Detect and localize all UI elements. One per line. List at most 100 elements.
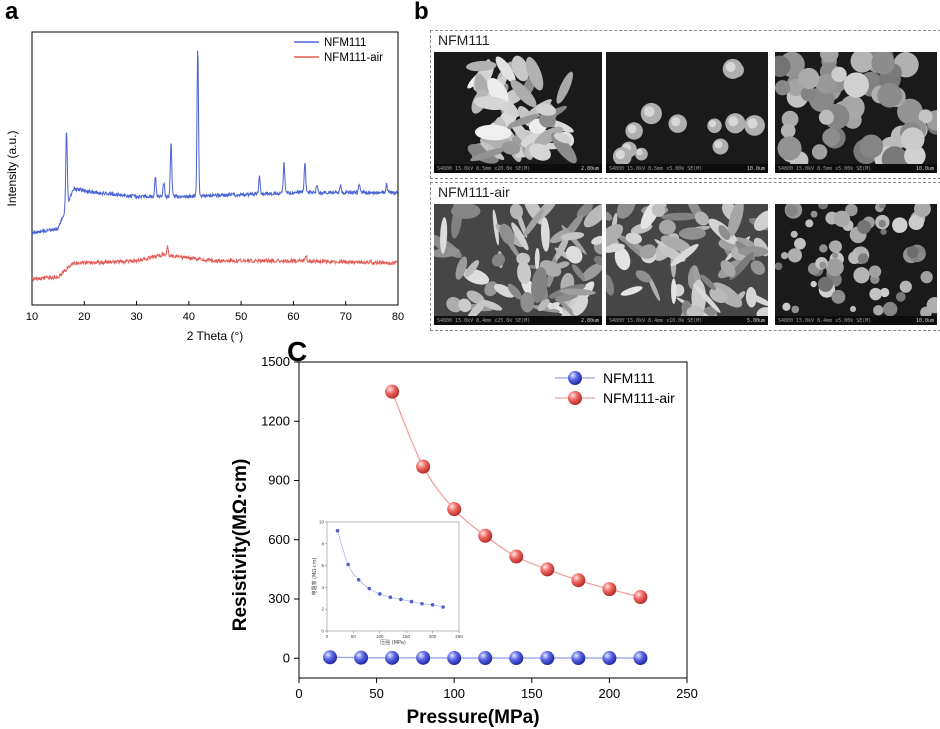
sem-flake xyxy=(499,223,515,245)
inset-point xyxy=(409,599,414,604)
sem-info-bar: S4800 15.0kV 8.4mm x5.00k SE(M) 10.0um xyxy=(775,316,937,325)
sem-particle xyxy=(822,128,841,147)
sem-flake xyxy=(593,255,602,266)
sem-flake xyxy=(647,274,661,302)
sem-flake xyxy=(750,260,766,275)
sem-particle xyxy=(791,305,800,314)
sem-texture xyxy=(434,204,602,325)
sem-particle xyxy=(820,52,839,63)
sem-particle xyxy=(857,219,872,234)
sem-flake xyxy=(531,267,548,303)
inset-y-tick-label: 6 xyxy=(321,563,324,568)
sem-flake xyxy=(458,298,472,313)
sem-group-label: NFM111 xyxy=(436,32,492,48)
sem-particle xyxy=(906,246,919,259)
res-point-NFM111-air xyxy=(571,573,586,588)
inset-x-tick-label: 50 xyxy=(351,634,357,639)
sem-flake xyxy=(559,288,596,296)
res-x-tick-label: 100 xyxy=(443,686,465,701)
inset-point xyxy=(335,528,340,533)
sem-particle xyxy=(818,109,834,125)
sem-particle xyxy=(880,228,887,235)
sem-flake xyxy=(440,217,448,254)
sem-flake xyxy=(718,225,731,240)
res-point-NFM111 xyxy=(478,651,493,666)
sem-info-bar: S4800 15.0kV 8.5mm x5.00k SE(M) 10.0um xyxy=(606,164,768,173)
res-x-tick-label: 150 xyxy=(521,686,543,701)
sem-info-bar: S4800 15.0kV 8.4mm x25.0k SE(M) 2.00um xyxy=(434,316,602,325)
sem-flake xyxy=(671,278,677,304)
sem-particle xyxy=(868,265,882,278)
sem-particle xyxy=(785,204,798,217)
sem-particle-highlight xyxy=(671,117,681,127)
sem-flake xyxy=(620,286,643,296)
sem-scale-text: 10.0um xyxy=(746,166,765,172)
sem-particle-highlight xyxy=(644,106,655,117)
sem-flake xyxy=(555,292,579,302)
panel-letter-c: C xyxy=(287,336,308,367)
res-point-NFM111-air xyxy=(633,590,648,605)
res-y-tick-label: 300 xyxy=(268,591,290,606)
inset-x-tick-label: 250 xyxy=(455,634,463,639)
sem-particle xyxy=(810,210,818,218)
sem-flake xyxy=(720,260,736,278)
sem-flake xyxy=(554,132,572,144)
xrd-legend-label: NFM111 xyxy=(324,37,366,49)
sem-particle xyxy=(857,253,869,264)
sem-flake xyxy=(658,219,676,235)
xrd-x-tick-label: 30 xyxy=(130,311,142,323)
res-y-tick-label: 1500 xyxy=(261,354,290,369)
sem-flake xyxy=(451,204,481,219)
sem-particle xyxy=(900,127,925,152)
sem-particle xyxy=(825,258,844,277)
sem-info-bar: S4800 15.0kV 8.5mm x20.0k SE(M) 2.00um xyxy=(434,164,602,173)
sem-flake xyxy=(535,103,557,116)
sem-particle xyxy=(879,204,886,209)
inset-point xyxy=(378,592,382,596)
sem-particle xyxy=(880,287,890,298)
sem-flake xyxy=(464,260,480,278)
inset-x-tick-label: 100 xyxy=(376,634,384,639)
res-x-axis-title: Pressure(MPa) xyxy=(406,707,539,728)
sem-particle xyxy=(780,251,789,260)
sem-particle xyxy=(926,297,937,314)
sem-flake xyxy=(572,295,589,316)
inset-y-tick-label: 4 xyxy=(321,585,324,590)
res-point-NFM111 xyxy=(571,651,586,666)
sem-meta-text: S4800 15.0kV 8.4mm x25.0k SE(M) xyxy=(437,318,531,324)
sem-flake xyxy=(534,126,564,146)
sem-particle xyxy=(882,301,898,317)
res-point-NFM111 xyxy=(633,651,648,666)
inset-point xyxy=(420,601,424,606)
xrd-x-tick-label: 70 xyxy=(340,311,352,323)
sem-flake xyxy=(625,232,642,245)
sem-flake xyxy=(484,281,499,297)
res-point-NFM111-air xyxy=(509,549,524,564)
sem-scale-text: 2.00um xyxy=(580,318,599,324)
sem-flake xyxy=(753,210,768,231)
sem-particle xyxy=(895,291,906,302)
sem-flake xyxy=(729,252,754,280)
res-point-NFM111 xyxy=(416,650,431,665)
sem-flake xyxy=(551,132,577,164)
sem-particle xyxy=(819,244,828,253)
res-point-NFM111-air xyxy=(540,562,555,577)
sem-flake xyxy=(529,143,551,161)
inset-frame xyxy=(326,521,460,632)
sem-flake xyxy=(693,283,721,313)
inset-y-tick-label: 0 xyxy=(321,629,324,634)
sem-texture xyxy=(612,58,765,166)
sem-flake xyxy=(466,60,497,72)
res-y-tick-label: 1200 xyxy=(261,413,290,428)
sem-particle xyxy=(917,251,926,260)
res-x-tick-label: 0 xyxy=(295,686,302,701)
panel-letter-b: b xyxy=(414,0,429,25)
inset-point xyxy=(346,562,350,567)
sem-particle xyxy=(800,86,817,102)
sem-particle-highlight xyxy=(615,149,626,160)
sem-particle xyxy=(790,230,798,238)
sem-particle xyxy=(845,204,858,217)
res-point-NFM111-air xyxy=(478,528,493,543)
